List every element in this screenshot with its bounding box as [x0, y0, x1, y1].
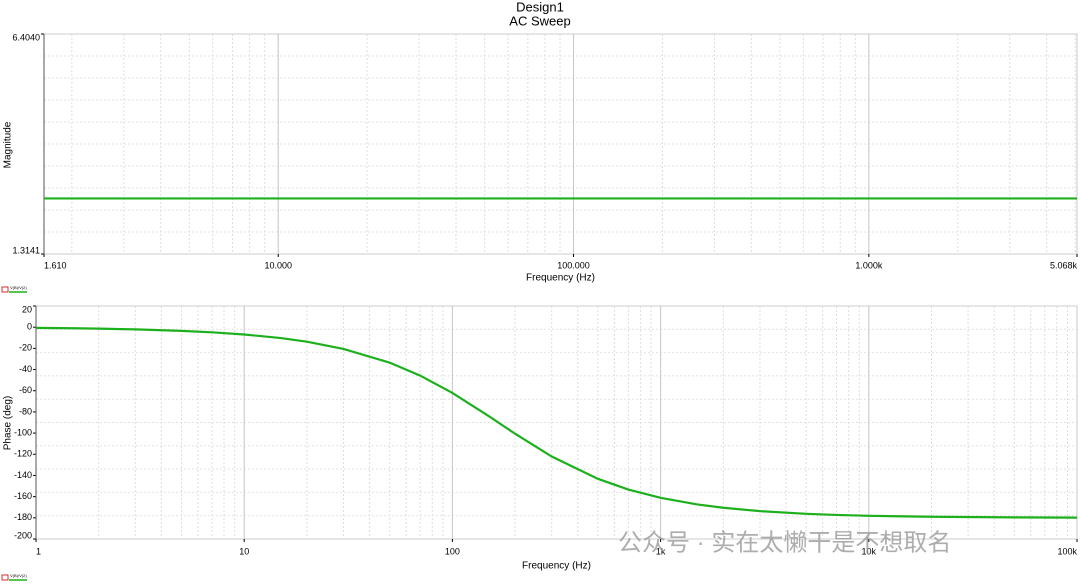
- y-tick-label: -200: [14, 530, 32, 540]
- x-axis-label: Frequency (Hz): [522, 561, 591, 572]
- y-tick-label: -20: [19, 343, 32, 353]
- y-tick-label: -180: [14, 512, 32, 522]
- x-tick-label: 1.610: [44, 260, 67, 270]
- y-tick-label: -80: [19, 406, 32, 416]
- x-tick-label: 5.068k: [1050, 260, 1078, 270]
- y-axis-label: Phase (deg): [3, 396, 14, 450]
- legend-label: V(B)/V(2): [10, 573, 27, 578]
- x-tick-label: 100.000: [557, 260, 590, 270]
- x-axis-label: Frequency (Hz): [526, 273, 595, 284]
- legend-icon: [1, 286, 9, 293]
- x-tick-label: 1: [36, 546, 41, 556]
- chart-title: Design1: [516, 0, 564, 14]
- y-tick-label: -100: [14, 427, 32, 437]
- legend-label: V(B)/V(2): [10, 285, 27, 290]
- y-tick-label: -60: [19, 385, 32, 395]
- x-tick-label: 100: [445, 546, 460, 556]
- y-tick-label: 6.4040: [12, 32, 40, 42]
- y-tick-label: -140: [14, 470, 32, 480]
- x-tick-label: 10.000: [264, 260, 292, 270]
- x-tick-label: 100k: [1057, 546, 1077, 556]
- x-tick-label: 10: [239, 546, 249, 556]
- watermark: 公众号 · 实在太懒干是不想取名: [618, 529, 951, 556]
- y-tick-label: 1.3141: [12, 245, 40, 255]
- series-line: [35, 326, 1078, 519]
- chart-subtitle: AC Sweep: [509, 13, 570, 28]
- y-tick-label: -160: [14, 491, 32, 501]
- x-tick-label: 10k: [862, 546, 877, 556]
- legend-icon: [1, 574, 9, 581]
- y-tick-label: -40: [19, 364, 32, 374]
- y-axis-label: Magnitude: [3, 121, 14, 168]
- y-tick-label: -120: [14, 449, 32, 459]
- x-tick-label: 1.000k: [855, 260, 883, 270]
- y-tick-label: 0: [27, 322, 32, 332]
- x-tick-label: 1k: [656, 546, 666, 556]
- y-tick-label: 20: [22, 304, 32, 314]
